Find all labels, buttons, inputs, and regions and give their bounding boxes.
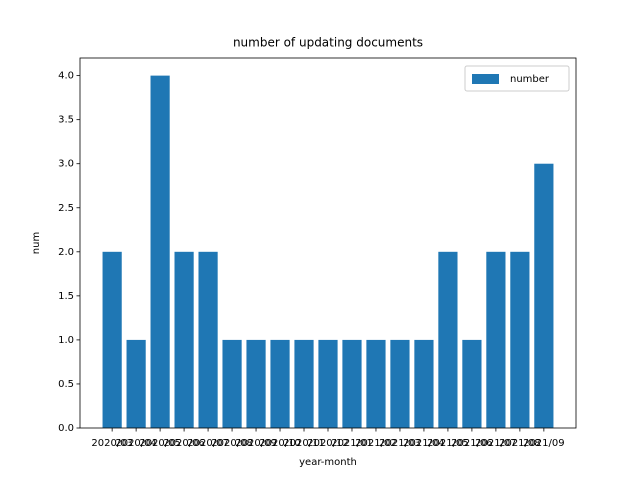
- y-tick-label: 0.5: [58, 379, 74, 390]
- x-tick-label: 2021/04: [403, 438, 445, 449]
- y-tick-label: 3.5: [58, 115, 74, 126]
- x-tick-label: 2020/12: [307, 438, 349, 449]
- bar: [390, 339, 410, 428]
- x-axis-label: year-month: [299, 457, 357, 468]
- bar: [126, 339, 146, 428]
- x-tick-label: 2020/04: [115, 438, 157, 449]
- x-tick-label: 2020/06: [163, 438, 205, 449]
- x-tick-label: 2021/01: [331, 438, 373, 449]
- legend-label: number: [510, 74, 550, 85]
- bar: [150, 75, 170, 428]
- y-tick-label: 3.0: [58, 159, 74, 170]
- y-tick-label: 4.0: [58, 71, 74, 82]
- axes-frame: [79, 57, 577, 429]
- legend-frame: [464, 65, 570, 92]
- bar: [246, 339, 266, 428]
- y-axis-label: num: [31, 232, 42, 254]
- y-tick-label: 2.0: [58, 247, 74, 258]
- y-tick-label: 1.0: [58, 335, 74, 346]
- bar: [174, 251, 194, 428]
- bar: [198, 251, 218, 428]
- x-tick-label: 2020/05: [139, 438, 181, 449]
- bar: [414, 339, 434, 428]
- x-tick-label: 2021/05: [427, 438, 469, 449]
- bar: [270, 339, 290, 428]
- bar: [318, 339, 338, 428]
- x-tick-label: 2020/09: [235, 438, 277, 449]
- x-tick-label: 2020/07: [187, 438, 229, 449]
- x-tick-label: 2021/07: [475, 438, 517, 449]
- bar: [486, 251, 506, 428]
- bar: [510, 251, 530, 428]
- x-tick-label: 2021/08: [499, 438, 541, 449]
- x-tick-label: 2021/06: [451, 438, 493, 449]
- y-tick-label: 1.5: [58, 291, 74, 302]
- y-tick-label: 0.0: [58, 423, 74, 434]
- bar: [366, 339, 386, 428]
- chart-title: number of updating documents: [233, 36, 423, 50]
- x-tick-label: 2020/03: [91, 438, 133, 449]
- x-tick-label: 2020/08: [211, 438, 253, 449]
- bar: [534, 163, 554, 428]
- bar: [102, 251, 122, 428]
- x-tick-label: 2021/03: [379, 438, 421, 449]
- bar: [342, 339, 362, 428]
- x-tick-label: 2020/10: [259, 438, 301, 449]
- x-tick-label: 2021/09: [523, 438, 565, 449]
- y-tick-label: 2.5: [58, 203, 74, 214]
- x-tick-label: 2020/11: [283, 438, 325, 449]
- bar: [222, 339, 242, 428]
- legend-swatch: [472, 74, 499, 84]
- bar: [294, 339, 314, 428]
- bar: [438, 251, 458, 428]
- bar: [462, 339, 482, 428]
- x-tick-label: 2021/02: [355, 438, 397, 449]
